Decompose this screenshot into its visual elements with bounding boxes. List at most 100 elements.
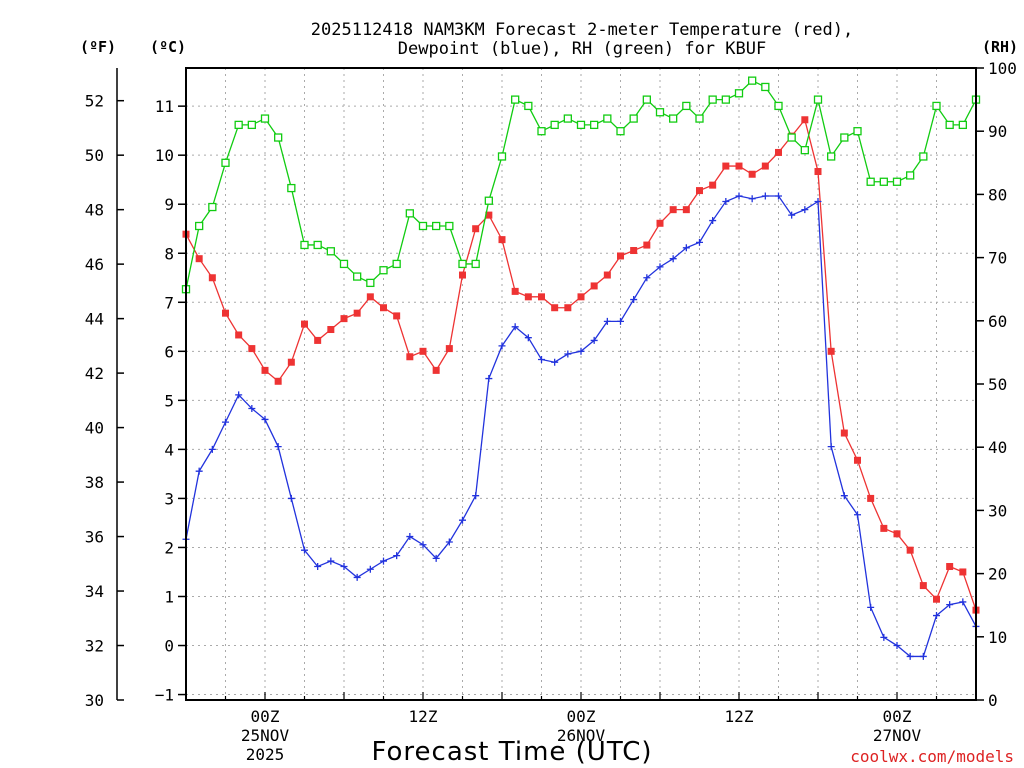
- rh-tick-label: 90: [988, 122, 1007, 141]
- temperature-point: [656, 219, 664, 227]
- fahrenheit-tick-label: 32: [85, 637, 104, 656]
- temperature-point: [801, 116, 809, 124]
- fahrenheit-tick-label: 42: [85, 364, 104, 383]
- rh-point: [866, 177, 875, 186]
- dewpoint-point: [959, 598, 967, 606]
- fahrenheit-tick-label: 36: [85, 528, 104, 547]
- dewpoint-point: [643, 274, 651, 282]
- dewpoint-point: [432, 554, 440, 562]
- dewpoint-point: [933, 612, 940, 620]
- temperature-point: [893, 530, 901, 538]
- celsius-tick-label: 7: [164, 293, 174, 312]
- rh-point: [708, 95, 717, 104]
- rh-tick-label: 50: [988, 375, 1007, 394]
- time-tick-label: 00Z: [883, 707, 912, 726]
- fahrenheit-axis: 30 32 34 36 38 40 42 44 46 48 50 52: [85, 92, 124, 710]
- rh-tick-label: 0: [988, 691, 998, 710]
- temperature-point: [880, 524, 888, 532]
- rh-tick-label: 100: [988, 59, 1017, 78]
- dewpoint-point: [696, 238, 703, 246]
- temperature-point: [748, 170, 756, 178]
- temperature-point: [459, 271, 466, 279]
- chart-title-line1: 2025112418 NAM3KM Forecast 2-meter Tempe…: [311, 20, 853, 40]
- rh-tick-label: 40: [988, 438, 1007, 457]
- dewpoint-point: [459, 516, 466, 524]
- celsius-tick-label: 2: [164, 538, 174, 557]
- rh-point: [840, 133, 849, 142]
- date-label: 27NOV: [873, 726, 922, 745]
- rh-point: [379, 266, 388, 275]
- dewpoint-point: [524, 334, 532, 342]
- time-tick-label: 00Z: [567, 707, 596, 726]
- rh-point: [366, 278, 375, 288]
- rh-point: [774, 101, 783, 111]
- temperature-point: [445, 345, 453, 353]
- dewpoint-point: [893, 642, 901, 650]
- dewpoint-point: [867, 603, 875, 611]
- rh-point: [471, 259, 480, 269]
- time-tick-label: 12Z: [409, 707, 438, 726]
- temperature-point: [287, 358, 295, 366]
- dewpoint-point: [761, 192, 769, 200]
- fahrenheit-tick-label: 48: [85, 201, 104, 220]
- temperature-point: [314, 336, 322, 344]
- fahrenheit-tick-label: 44: [85, 310, 104, 329]
- rh-point: [721, 95, 730, 104]
- rh-point: [892, 177, 902, 186]
- temperature-point: [564, 304, 572, 312]
- temperature-point: [195, 255, 203, 263]
- rh-point: [906, 171, 915, 180]
- dewpoint-point: [327, 557, 335, 565]
- rh-point: [405, 209, 414, 218]
- temperature-point: [498, 236, 506, 244]
- temperature-point: [353, 309, 361, 317]
- temperature-point: [511, 287, 519, 295]
- rh-point: [563, 114, 572, 123]
- rh-point: [432, 221, 441, 231]
- rh-point: [800, 146, 809, 155]
- dewpoint-point: [195, 467, 203, 475]
- dewpoint-point: [682, 244, 690, 252]
- dewpoint-point: [775, 192, 782, 200]
- x-axis-label: Forecast Time (UTC): [371, 737, 652, 767]
- dewpoint-point: [564, 350, 572, 358]
- dewpoint-point: [827, 443, 835, 451]
- temperature-point: [669, 206, 677, 214]
- temperature-point: [867, 494, 875, 502]
- dewpoint-point: [906, 652, 914, 660]
- temperature-point: [933, 595, 940, 603]
- rh-point: [300, 240, 309, 250]
- date-label: 25NOV: [241, 726, 290, 745]
- dewpoint-point: [353, 573, 361, 581]
- rh-tick-label: 70: [988, 249, 1007, 268]
- dewpoint-point: [630, 296, 638, 304]
- rh-point: [339, 259, 349, 269]
- temperature-point: [643, 241, 651, 249]
- dewpoint-series: [182, 192, 980, 660]
- rh-point: [629, 114, 638, 123]
- temperature-point: [682, 206, 690, 214]
- dewpoint-point: [406, 533, 414, 541]
- temperature-point: [432, 366, 440, 374]
- rh-point: [655, 108, 665, 117]
- rh-point: [958, 120, 967, 130]
- rh-point: [945, 120, 954, 130]
- dewpoint-point: [222, 418, 229, 426]
- temperature-point: [393, 312, 401, 320]
- dewpoint-point: [577, 347, 585, 355]
- dewpoint-point: [340, 563, 348, 571]
- dewpoint-point: [366, 565, 374, 573]
- date-label: 26NOV: [557, 726, 606, 745]
- dewpoint-point: [301, 546, 308, 554]
- celsius-tick-label: 4: [164, 440, 174, 459]
- rh-point: [353, 272, 362, 281]
- dewpoint-point: [261, 415, 269, 423]
- celsius-axis: −1 0 1 2 3 4 5 6 7 8 9 10 11: [155, 97, 186, 705]
- rh-point: [787, 133, 796, 142]
- temperature-point: [854, 456, 861, 464]
- dewpoint-point: [748, 195, 756, 203]
- rh-tick-label: 10: [988, 628, 1007, 647]
- rh-point: [879, 177, 888, 186]
- rh-point: [748, 76, 757, 85]
